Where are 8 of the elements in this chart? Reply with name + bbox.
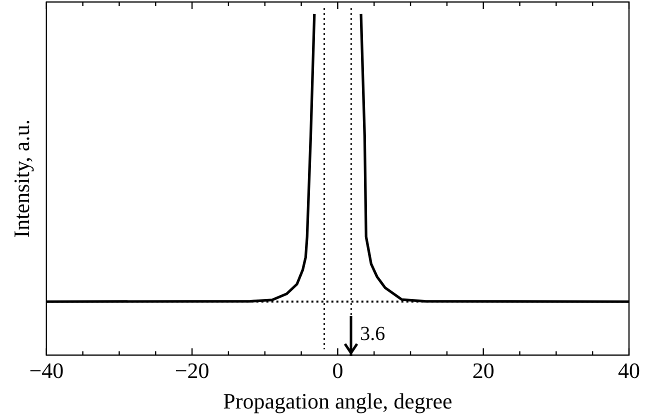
x-tick-label: −40 [29, 358, 64, 384]
x-tick-label: 40 [618, 358, 640, 384]
x-axis-title: Propagation angle, degree [223, 388, 452, 414]
annotation: 3.6 [360, 322, 386, 345]
y-axis-title: Intensity, a.u. [8, 119, 34, 238]
x-tick-label: 0 [332, 358, 344, 384]
x-tick-label: 20 [472, 358, 494, 384]
x-tick-label: −20 [174, 358, 210, 384]
